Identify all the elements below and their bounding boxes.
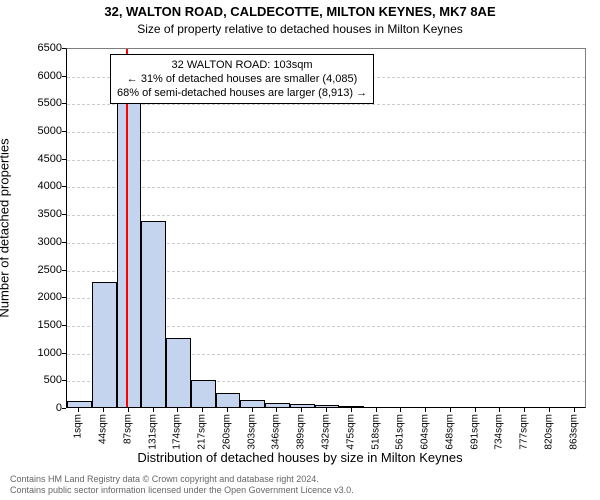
y-tick-mark <box>62 380 66 381</box>
y-tick-mark <box>62 270 66 271</box>
y-tick-mark <box>62 76 66 77</box>
y-axis-label: Number of detached properties <box>0 138 12 317</box>
y-tick-mark <box>62 214 66 215</box>
y-tick-mark <box>62 131 66 132</box>
histogram-bar <box>290 404 315 407</box>
x-tick-mark <box>103 408 104 412</box>
x-tick-mark <box>276 408 277 412</box>
histogram-bar <box>216 393 241 407</box>
histogram-bar <box>265 403 290 407</box>
marker-annotation: 32 WALTON ROAD: 103sqm ← 31% of detached… <box>110 54 374 104</box>
x-tick-mark <box>326 408 327 412</box>
y-tick-mark <box>62 353 66 354</box>
histogram-bar <box>92 282 117 407</box>
x-tick-label: 518sqm <box>370 414 381 450</box>
y-tick-mark <box>62 325 66 326</box>
y-tick-label: 2000 <box>12 291 62 303</box>
y-tick-mark <box>62 242 66 243</box>
x-tick-label: 346sqm <box>271 414 282 450</box>
x-tick-mark <box>549 408 550 412</box>
histogram-bar <box>141 221 166 407</box>
gridline <box>67 132 585 133</box>
y-tick-label: 500 <box>12 374 62 386</box>
x-tick-mark <box>524 408 525 412</box>
histogram-bar <box>240 400 265 407</box>
x-tick-mark <box>78 408 79 412</box>
gridline <box>67 104 585 105</box>
x-tick-mark <box>227 408 228 412</box>
y-tick-mark <box>62 159 66 160</box>
x-tick-mark <box>177 408 178 412</box>
x-tick-label: 734sqm <box>494 414 505 450</box>
x-tick-label: 777sqm <box>519 414 530 450</box>
gridline <box>67 187 585 188</box>
y-tick-label: 1500 <box>12 319 62 331</box>
x-tick-label: 131sqm <box>147 414 158 450</box>
histogram-bar <box>166 338 191 407</box>
x-tick-mark <box>351 408 352 412</box>
y-tick-label: 4000 <box>12 180 62 192</box>
x-tick-mark <box>301 408 302 412</box>
x-tick-label: 863sqm <box>568 414 579 450</box>
annotation-line: 68% of semi-detached houses are larger (… <box>117 87 367 101</box>
x-tick-label: 389sqm <box>296 414 307 450</box>
x-tick-label: 87sqm <box>122 414 133 444</box>
y-tick-mark <box>62 297 66 298</box>
footer-line: Contains HM Land Registry data © Crown c… <box>10 474 354 485</box>
y-tick-label: 5000 <box>12 125 62 137</box>
y-tick-label: 2500 <box>12 264 62 276</box>
y-tick-mark <box>62 48 66 49</box>
x-tick-label: 1sqm <box>73 414 84 438</box>
y-tick-mark <box>62 103 66 104</box>
x-tick-mark <box>425 408 426 412</box>
histogram-bar <box>67 401 92 407</box>
y-tick-label: 3000 <box>12 236 62 248</box>
x-tick-label: 475sqm <box>345 414 356 450</box>
annotation-line: ← 31% of detached houses are smaller (4,… <box>117 73 367 87</box>
footer-attribution: Contains HM Land Registry data © Crown c… <box>10 474 354 497</box>
x-tick-label: 303sqm <box>246 414 257 450</box>
y-tick-label: 4500 <box>12 153 62 165</box>
x-axis-label: Distribution of detached houses by size … <box>0 450 600 465</box>
histogram-bar <box>191 380 216 407</box>
y-tick-label: 6000 <box>12 70 62 82</box>
x-tick-label: 820sqm <box>543 414 554 450</box>
gridline <box>67 160 585 161</box>
x-tick-label: 691sqm <box>469 414 480 450</box>
x-tick-mark <box>475 408 476 412</box>
y-tick-label: 5500 <box>12 97 62 109</box>
x-tick-mark <box>153 408 154 412</box>
chart-subtitle: Size of property relative to detached ho… <box>0 22 600 36</box>
y-tick-mark <box>62 408 66 409</box>
gridline <box>67 215 585 216</box>
histogram-bar <box>339 406 364 407</box>
annotation-line: 32 WALTON ROAD: 103sqm <box>117 59 367 73</box>
x-tick-mark <box>499 408 500 412</box>
x-tick-label: 174sqm <box>172 414 183 450</box>
x-tick-mark <box>574 408 575 412</box>
x-tick-mark <box>202 408 203 412</box>
x-tick-label: 648sqm <box>444 414 455 450</box>
x-tick-label: 561sqm <box>395 414 406 450</box>
y-tick-label: 1000 <box>12 347 62 359</box>
histogram-bar <box>315 405 340 407</box>
x-tick-label: 217sqm <box>197 414 208 450</box>
x-tick-label: 44sqm <box>98 414 109 444</box>
x-tick-label: 432sqm <box>321 414 332 450</box>
y-tick-mark <box>62 186 66 187</box>
x-tick-mark <box>252 408 253 412</box>
x-tick-label: 260sqm <box>221 414 232 450</box>
x-tick-mark <box>128 408 129 412</box>
y-tick-label: 6500 <box>12 42 62 54</box>
x-tick-mark <box>450 408 451 412</box>
y-tick-label: 0 <box>12 402 62 414</box>
x-tick-mark <box>400 408 401 412</box>
histogram-chart: 32, WALTON ROAD, CALDECOTTE, MILTON KEYN… <box>0 0 600 500</box>
chart-title: 32, WALTON ROAD, CALDECOTTE, MILTON KEYN… <box>0 4 600 19</box>
histogram-bar <box>117 94 142 407</box>
x-tick-label: 604sqm <box>420 414 431 450</box>
footer-line: Contains public sector information licen… <box>10 485 354 496</box>
y-tick-label: 3500 <box>12 208 62 220</box>
x-tick-mark <box>376 408 377 412</box>
